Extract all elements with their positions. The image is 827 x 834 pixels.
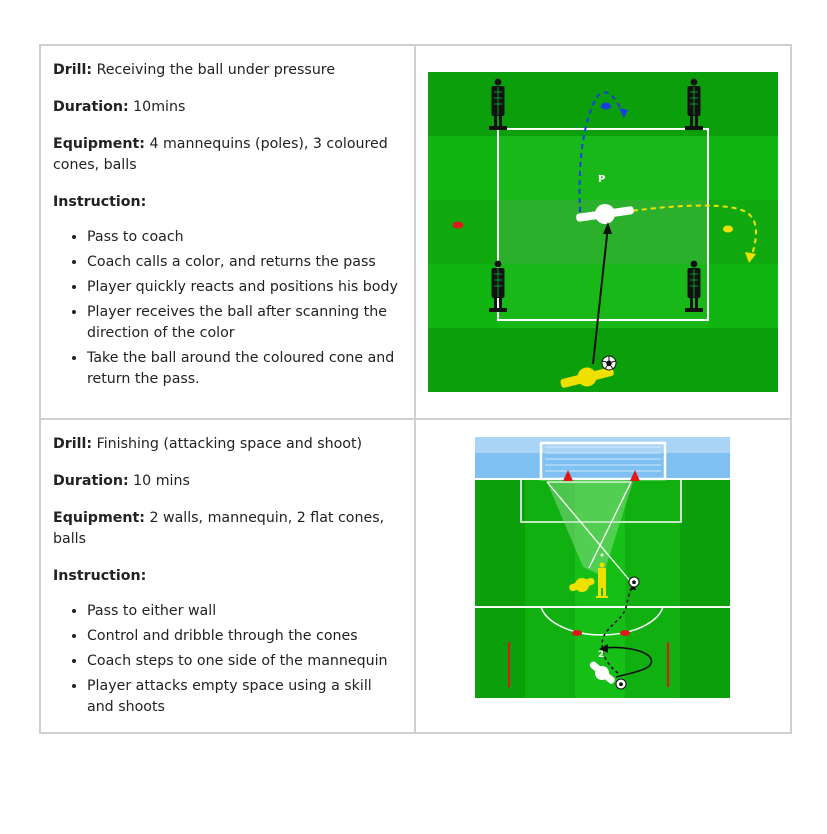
instruction-heading: Instruction: [53, 192, 402, 213]
pass-arrow [592, 225, 609, 365]
drill-diagram-cell: 2 [414, 418, 792, 734]
equipment-label: Equipment: [53, 136, 145, 152]
list-item: Pass to coach [87, 227, 402, 248]
receiving-drill-diagram: P [428, 72, 778, 392]
ball-icon [601, 355, 617, 371]
drill-title: Drill: Receiving the ball under pressure [53, 60, 402, 81]
run-arrow [601, 584, 634, 674]
list-item: Coach steps to one side of the mannequin [87, 651, 402, 672]
instruction-list: Pass to either wall Control and dribble … [53, 601, 402, 718]
player-marker: 2 [598, 650, 604, 660]
mannequin-icon [596, 562, 608, 598]
drill-label: Drill: [53, 436, 93, 452]
ball-icon [615, 678, 627, 690]
yellow-run-arrow [623, 204, 757, 260]
red-cone-icon [452, 221, 464, 229]
yellow-cone-icon [723, 225, 733, 233]
list-item: Control and dribble through the cones [87, 626, 402, 647]
drill-label: Drill: [53, 62, 93, 78]
drill-text-cell: Drill: Finishing (attacking space and sh… [39, 418, 416, 734]
duration-label: Duration: [53, 99, 129, 115]
flat-cone-icon [572, 630, 582, 636]
flat-cone-icon [620, 630, 630, 636]
instruction-heading: Instruction: [53, 566, 402, 587]
instruction-label: Instruction: [53, 568, 147, 584]
duration: Duration: 10mins [53, 97, 402, 118]
list-item: Player attacks empty space using a skill… [87, 676, 402, 718]
list-item: Coach calls a color, and returns the pas… [87, 252, 402, 273]
duration-value: 10mins [133, 99, 186, 115]
drill-name: Receiving the ball under pressure [96, 62, 336, 78]
duration: Duration: 10 mins [53, 471, 402, 492]
grid-lines [497, 128, 709, 321]
instruction-label: Instruction: [53, 194, 147, 210]
duration-value: 10 mins [133, 473, 190, 489]
instruction-list: Pass to coach Coach calls a color, and r… [53, 227, 402, 390]
drill-row: Drill: Receiving the ball under pressure… [39, 44, 792, 420]
drills-table: Drill: Receiving the ball under pressure… [39, 44, 792, 734]
equipment: Equipment: 2 walls, mannequin, 2 flat co… [53, 508, 402, 550]
coach-icon [569, 577, 595, 592]
drill-title: Drill: Finishing (attacking space and sh… [53, 434, 402, 455]
equipment-value: 2 walls, mannequin, 2 flat cones, balls [53, 510, 385, 547]
list-item: Player receives the ball after scanning … [87, 302, 402, 344]
blue-cone-icon [601, 102, 611, 110]
ball-icon [628, 576, 640, 588]
equipment: Equipment: 4 mannequins (poles), 3 colou… [53, 134, 402, 176]
drill-row: Drill: Finishing (attacking space and sh… [39, 418, 792, 734]
player-icon [589, 661, 615, 684]
player-marker: P [598, 174, 605, 185]
duration-label: Duration: [53, 473, 129, 489]
drill-diagram-cell: P [414, 44, 792, 420]
coach-icon [560, 367, 614, 388]
receiving-player-icon [576, 204, 634, 224]
drill-text-cell: Drill: Receiving the ball under pressure… [39, 44, 416, 420]
list-item: Player quickly reacts and positions his … [87, 277, 402, 298]
blue-run-arrow [578, 91, 625, 213]
equipment-value: 4 mannequins (poles), 3 coloured cones, … [53, 136, 388, 173]
pitch: 2 [475, 437, 730, 698]
finishing-drill-diagram: 2 [475, 437, 730, 698]
dribble-arrow [600, 646, 653, 678]
red-cone-icon [563, 470, 573, 481]
list-item: Pass to either wall [87, 601, 402, 622]
list-item: Take the ball around the coloured cone a… [87, 348, 402, 390]
equipment-label: Equipment: [53, 510, 145, 526]
shooting-zone [547, 482, 633, 576]
red-cone-icon [630, 470, 640, 481]
drill-name: Finishing (attacking space and shoot) [96, 436, 363, 452]
